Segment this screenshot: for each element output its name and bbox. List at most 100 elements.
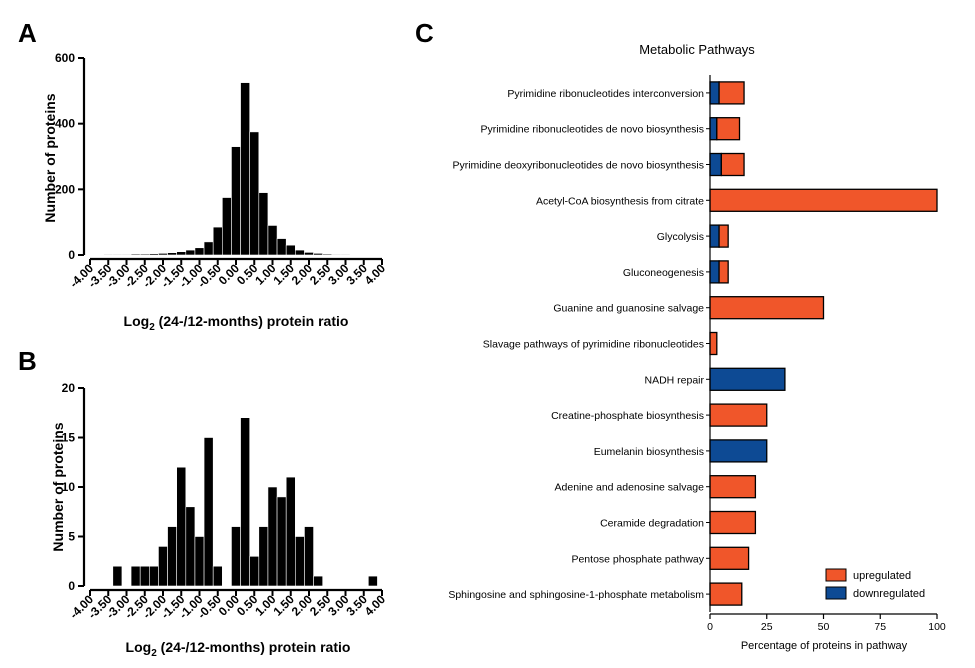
y-tick-label: 20 — [62, 381, 76, 395]
histogram-bar — [203, 437, 214, 587]
histogram-bar — [276, 496, 287, 587]
panel-c-legend: upregulated downregulated — [825, 568, 925, 600]
y-tick-label: 200 — [55, 182, 75, 196]
bar-downregulated — [709, 81, 720, 105]
x-tick-label: 4.00 — [362, 261, 389, 288]
legend-label-upregulated: upregulated — [853, 570, 911, 582]
histogram-bar — [249, 555, 260, 587]
histogram-bar — [112, 565, 123, 587]
category-label: Pentose phosphate pathway — [571, 553, 704, 565]
panel-b-xticks: -4.00-3.50-3.00-2.50-2.00-1.50-1.00-0.50… — [67, 590, 388, 621]
bar-upregulated — [718, 260, 729, 284]
histogram-bar — [368, 575, 378, 587]
category-label: Pyrimidine deoxyribonucleotides de novo … — [452, 160, 704, 172]
category-label: Acetyl-CoA biosynthesis from citrate — [536, 195, 704, 207]
y-tick-label: 0 — [68, 579, 75, 593]
panel-a-xticks: -4.00-3.50-3.00-2.50-2.00-1.50-1.00-0.50… — [67, 259, 388, 290]
panel-b-ylabel: Number of proteins — [50, 422, 66, 551]
histogram-bar — [249, 131, 260, 256]
x-tick-label: 50 — [818, 621, 830, 633]
histogram-bar — [139, 253, 150, 256]
histogram-bar — [340, 254, 351, 256]
bar-upregulated — [709, 331, 718, 356]
histogram-bar — [103, 254, 114, 256]
histogram-bar — [304, 526, 314, 587]
histogram-bar — [149, 253, 159, 256]
histogram-bar — [130, 565, 141, 587]
histogram-bar — [194, 536, 205, 587]
bar-upregulated — [709, 475, 757, 499]
panel-c: C Metabolic Pathways Pyrimidine ribonucl… — [415, 18, 946, 652]
histogram-bar — [222, 197, 232, 256]
histogram-bar — [194, 247, 205, 256]
panel-c-bars — [709, 81, 938, 606]
x-tick-label: 0 — [707, 621, 713, 633]
panel-b-bars — [112, 417, 378, 587]
bar-upregulated — [718, 224, 729, 248]
panel-b-xlabel: Log2 (24-/12-months) protein ratio — [126, 639, 351, 659]
panel-label-b: B — [18, 346, 37, 376]
category-label: Ceramide degradation — [600, 518, 704, 530]
bar-downregulated — [709, 224, 720, 248]
bar-downregulated — [709, 439, 768, 463]
category-label: NADH repair — [644, 374, 704, 386]
bar-upregulated — [709, 188, 938, 212]
category-label: Slavage pathways of pyrimidine ribonucle… — [483, 339, 704, 351]
x-tick-label: 25 — [761, 621, 773, 633]
category-label: Sphingosine and sphingosine-1-phosphate … — [448, 589, 704, 601]
panel-b: B Number of proteins 0 5 10 15 20 -4.00-3.50… — [18, 346, 388, 659]
y-tick-label: 15 — [62, 431, 76, 445]
histogram-bar — [130, 253, 141, 256]
histogram-bar — [176, 466, 187, 587]
category-label: Eumelanin biosynthesis — [594, 446, 704, 458]
y-tick-label: 5 — [68, 530, 75, 544]
bar-downregulated — [709, 117, 718, 141]
histogram-bar — [313, 253, 323, 256]
bar-upregulated — [709, 582, 743, 606]
histogram-bar — [112, 254, 123, 256]
histogram-bar — [258, 526, 269, 587]
category-label: Gluconeogenesis — [623, 267, 704, 279]
histogram-bar — [267, 486, 278, 587]
y-tick-label: 0 — [68, 248, 75, 262]
panel-c-xlabel: Percentage of proteins in pathway — [741, 640, 908, 652]
histogram-bar — [158, 253, 168, 256]
histogram-bar — [212, 565, 223, 587]
histogram-bar — [276, 238, 287, 256]
histogram-bar — [231, 146, 241, 256]
legend-swatch-upregulated — [825, 568, 847, 582]
bar-upregulated — [720, 152, 745, 177]
histogram-bar — [240, 82, 250, 256]
bar-upregulated — [709, 403, 768, 427]
panel-a-yticks: 0 200 400 600 — [55, 51, 84, 262]
panel-c-title: Metabolic Pathways — [639, 42, 755, 57]
histogram-bar — [304, 252, 314, 256]
category-label: Glycolysis — [657, 231, 704, 243]
histogram-bar — [267, 225, 278, 256]
histogram-bar — [295, 536, 305, 587]
histogram-bar — [313, 575, 323, 587]
panel-label-c: C — [415, 18, 434, 48]
bar-upregulated — [709, 296, 825, 320]
x-tick-label: 4.00 — [362, 592, 389, 619]
histogram-bar — [258, 192, 269, 256]
panel-a-ylabel: Number of proteins — [42, 93, 58, 222]
panel-b-yticks: 0 5 10 15 20 — [62, 381, 84, 593]
panel-c-category-labels: Pyrimidine ribonucleotides interconversi… — [448, 88, 710, 601]
histogram-bar — [203, 241, 214, 256]
bar-downregulated — [709, 152, 723, 177]
histogram-bar — [322, 253, 333, 256]
category-label: Pyrimidine ribonucleotides interconversi… — [507, 88, 704, 100]
histogram-bar — [139, 565, 150, 587]
histogram-bar — [167, 526, 177, 587]
panel-c-xticks: 0 25 50 75 100 — [707, 614, 946, 633]
histogram-bar — [167, 252, 177, 256]
bar-downregulated — [709, 367, 786, 391]
histogram-bar — [231, 526, 241, 587]
histogram-bar — [331, 254, 342, 256]
histogram-bar — [295, 249, 305, 256]
histogram-bar — [158, 546, 168, 587]
legend-swatch-downregulated — [825, 586, 847, 600]
bar-upregulated — [709, 510, 757, 535]
bar-upregulated — [718, 81, 745, 105]
